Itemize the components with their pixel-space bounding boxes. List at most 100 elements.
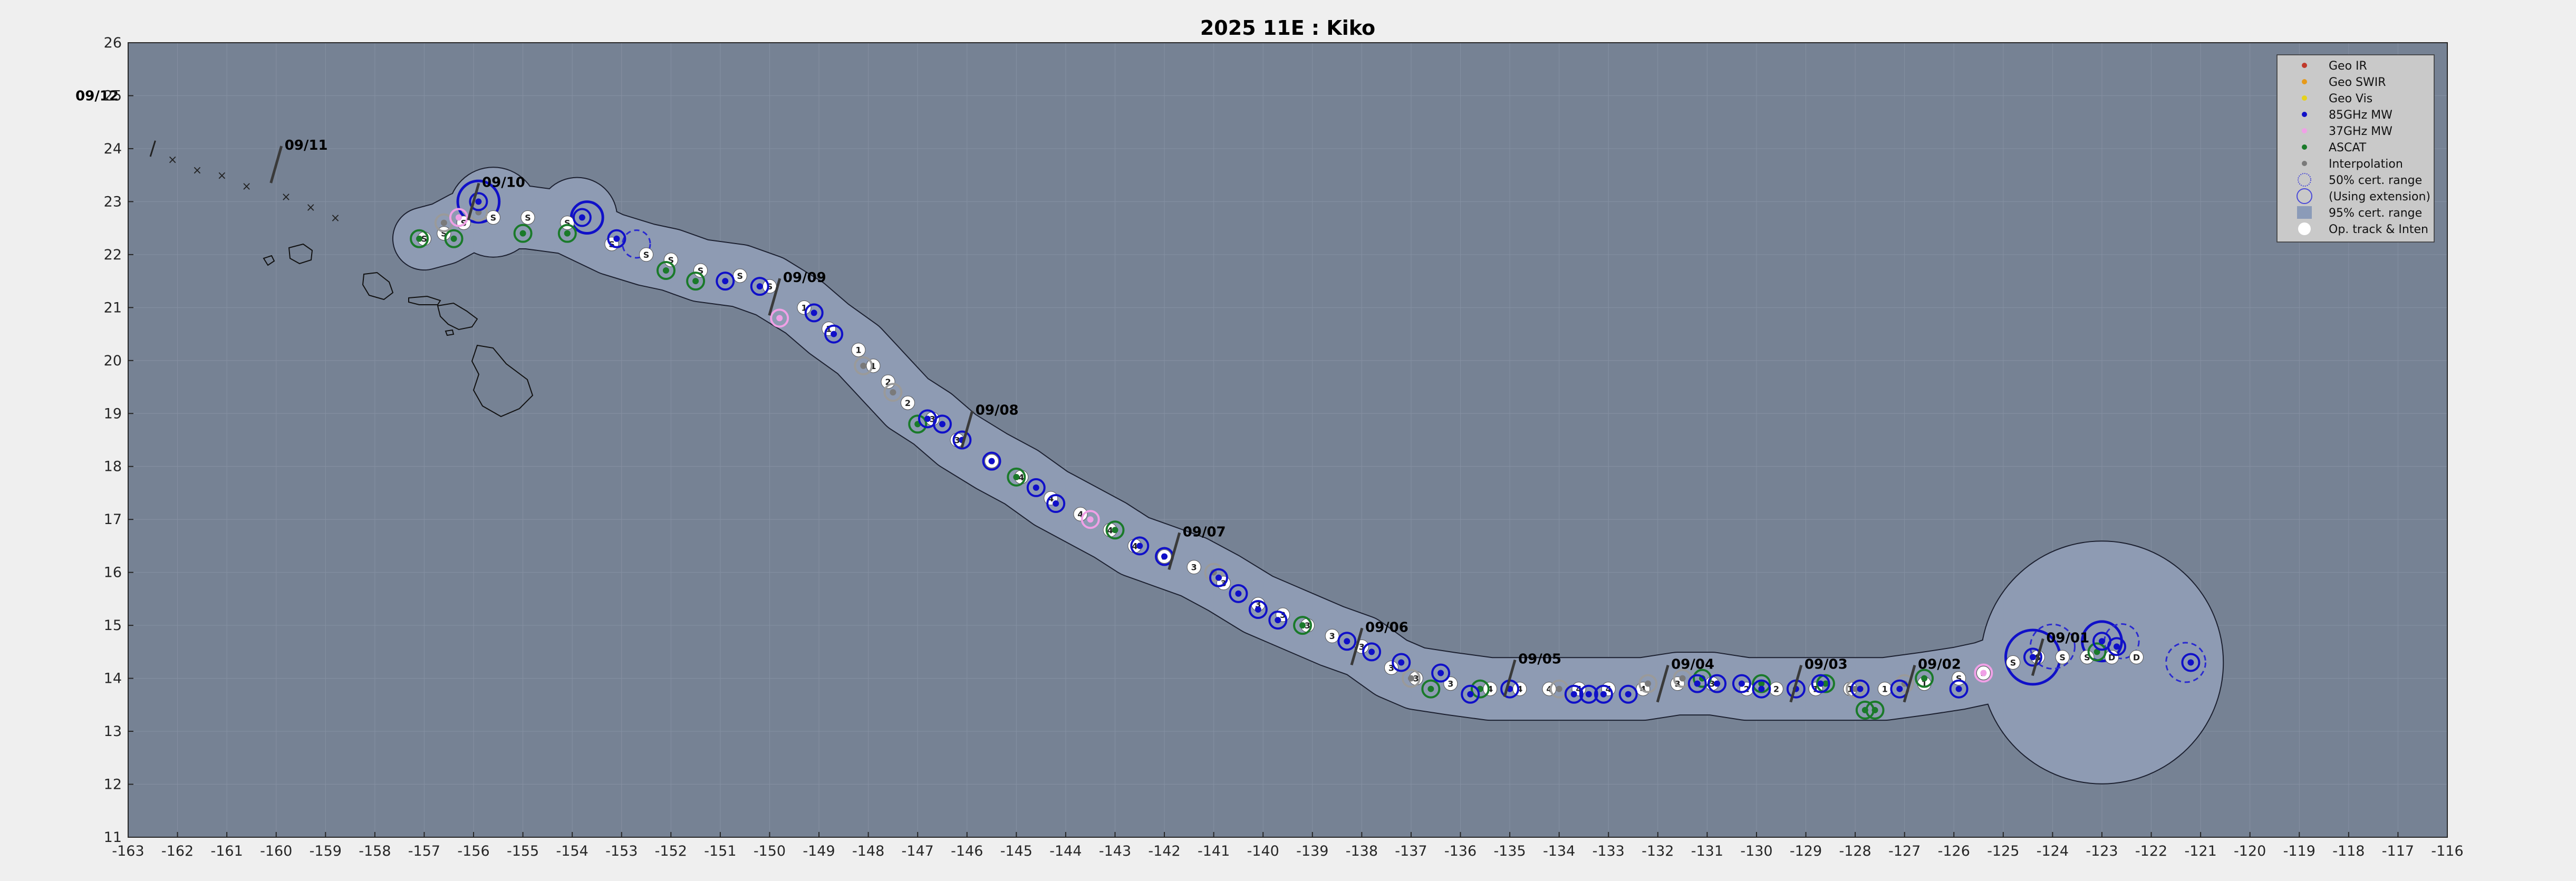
mw-85ghz-fix-ring — [1248, 599, 1268, 619]
interpolation-fix — [1645, 680, 1652, 687]
ascat-fix-ring — [1421, 679, 1441, 699]
ascat-fix-ring — [656, 261, 676, 280]
op-track-intensity-label: 3 — [1709, 679, 1715, 689]
ascat-fix-ring — [410, 229, 429, 248]
x-tick-label: -141 — [1198, 843, 1230, 859]
island-marker: × — [192, 164, 202, 177]
x-tick-label: -148 — [852, 843, 884, 859]
mw-85ghz-fix-ring — [1732, 674, 1751, 693]
mw-85ghz-fix — [1255, 606, 1261, 613]
mw-85ghz-fix — [831, 331, 837, 337]
certainty-range-50-dashed-circle — [622, 229, 651, 259]
mw-85ghz-fix — [1033, 484, 1039, 491]
mw-37ghz-fix — [1087, 516, 1094, 523]
mw-85ghz-fix — [1467, 691, 1474, 698]
op-track-point: S — [663, 253, 678, 267]
x-tick-label: -145 — [1000, 843, 1033, 859]
interpolation-fix-ring — [854, 356, 873, 375]
op-track-point: 3 — [1443, 676, 1458, 691]
legend-label: Geo SWIR — [2329, 76, 2386, 89]
op-track-intensity-label: S — [2084, 652, 2090, 662]
mw-85ghz-fix — [1817, 680, 1824, 687]
x-tick-label: -124 — [2037, 843, 2069, 859]
mw-85ghz-fix-ring — [1461, 684, 1480, 704]
mw-85ghz-fix-ring — [1752, 679, 1771, 699]
mw-85ghz-fix-ring — [1811, 674, 1830, 693]
op-track-intensity-label: S — [668, 255, 674, 265]
interpolation-fix-ring — [883, 383, 903, 402]
op-track-intensity-label: 4 — [1077, 509, 1083, 519]
ascat-fix — [1112, 527, 1118, 534]
date-tick-line — [1656, 664, 1670, 703]
mw-85ghz-fix — [1235, 590, 1242, 597]
ascat-fix — [1299, 622, 1306, 629]
op-track-circle — [900, 395, 915, 410]
date-tick-line — [1789, 664, 1803, 703]
legend-entry: 95% cert. range — [2297, 206, 2422, 220]
date-label: 09/08 — [976, 402, 1019, 418]
op-track-circle — [2105, 650, 2119, 664]
certainty-range-50-circle — [2081, 620, 2123, 663]
op-track-point: 3 — [1384, 661, 1399, 675]
x-axis: -163 -162 -161 -160 -159 -158 -157 -156 -155 -154… — [112, 832, 2464, 859]
ascat-fix-ring — [444, 229, 464, 248]
interpolation-fix — [860, 362, 867, 369]
island-marker: × — [306, 201, 315, 214]
date-mark: 09/06 — [1350, 619, 1408, 666]
op-track-intensity-label: 1 — [826, 324, 832, 334]
op-track-intensity-label: 3 — [1359, 642, 1365, 652]
x-tick-label: -126 — [1938, 843, 1970, 859]
interpolation-fix-ring — [1204, 563, 1223, 582]
legend-marker — [2298, 222, 2311, 235]
island-marker: × — [281, 190, 291, 204]
op-track-circle — [797, 300, 812, 315]
op-track-point: S — [2080, 650, 2095, 664]
op-track-point: 4 — [1073, 507, 1088, 521]
island-hawaii-outline — [471, 344, 534, 418]
x-tick-label: -129 — [1790, 843, 1822, 859]
date-mark: 09/11 — [269, 138, 328, 183]
op-track-intensity-label: 3 — [1191, 563, 1197, 573]
mw-85ghz-fix — [1053, 500, 1059, 507]
mw-85ghz-fix — [1857, 685, 1864, 692]
y-tick-label: 26 — [104, 35, 122, 51]
x-tick-label: -137 — [1395, 843, 1427, 859]
ascat-fix — [1427, 685, 1434, 692]
op-track-intensity-label: S — [1956, 674, 1962, 684]
x-tick-label: -144 — [1049, 843, 1082, 859]
op-track-intensity-label: 3 — [1413, 674, 1419, 684]
op-track-circle — [2129, 650, 2144, 664]
mw-37ghz-fix — [1980, 670, 1987, 676]
legend-entry: 37GHz MW — [2302, 125, 2392, 138]
ascat-fix-ring — [557, 224, 577, 243]
mw-85ghz-fix — [811, 309, 817, 316]
x-tick-label: -121 — [2184, 843, 2216, 859]
legend-label: 37GHz MW — [2329, 125, 2392, 138]
y-tick-label: 23 — [104, 193, 122, 210]
mw-85ghz-fix — [1758, 685, 1765, 692]
op-track-circle — [732, 268, 747, 283]
op-track-intensity-label: 1 — [855, 345, 861, 355]
x-tick-label: -130 — [1740, 843, 1772, 859]
legend-entry: 85GHz MW — [2302, 109, 2392, 122]
mw-85ghz-fix — [613, 235, 620, 242]
legend-marker — [2302, 95, 2307, 101]
legend-label: (Using extension) — [2329, 190, 2430, 204]
x-tick-label: -139 — [1296, 843, 1328, 859]
legend-label: Geo Vis — [2329, 92, 2372, 105]
op-track-point: 3 — [1186, 560, 1201, 575]
ascat-fix-ring — [513, 224, 533, 243]
x-tick-label: -152 — [655, 843, 687, 859]
x-tick-label: -134 — [1543, 843, 1575, 859]
x-tick-label: -146 — [951, 843, 983, 859]
y-tick-label: 16 — [104, 565, 122, 581]
x-tick-label: -143 — [1099, 843, 1131, 859]
hawaiian-islands-map — [263, 243, 534, 418]
interpolation-fix-ring — [1638, 674, 1658, 693]
legend-marker — [2302, 79, 2307, 84]
op-track-intensity-label: 4 — [1018, 472, 1024, 482]
mw-85ghz-fix — [2098, 638, 2105, 645]
date-mark: 09/03 — [1789, 657, 1848, 703]
mw-85ghz-fix-ring — [1949, 679, 1969, 699]
